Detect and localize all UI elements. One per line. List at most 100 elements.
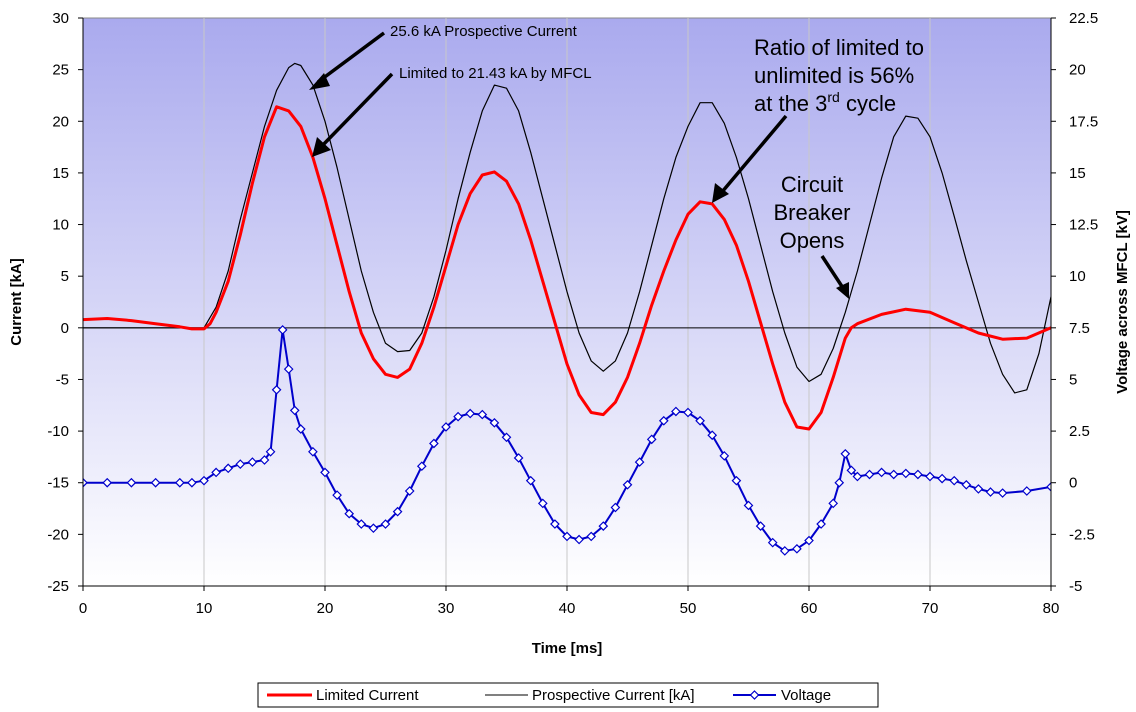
voltage-point-63: [840, 448, 851, 459]
voltage-point-62: [834, 477, 845, 488]
y-tick-label-7: 10: [52, 217, 69, 234]
voltage-point-3: [150, 477, 161, 488]
voltage-point-14: [277, 325, 288, 335]
voltage-point-24: [380, 519, 391, 529]
voltage-point-79: [1046, 482, 1051, 492]
voltage-point-46: [646, 434, 657, 445]
y2-tick-label-1: -2.5: [1069, 526, 1095, 543]
voltage-point-45: [634, 457, 645, 467]
voltage-point-64: [846, 465, 857, 476]
annotation-limited-text: Limited to 21.43 kA by MFCL: [399, 65, 592, 82]
voltage-point-19: [320, 467, 330, 478]
y2-tick-label-5: 7.5: [1069, 320, 1090, 337]
x-tick-labels: 0 10 20 30 40 50 60 70 80: [79, 600, 1060, 617]
voltage-point-2: [126, 477, 137, 488]
legend-label-prospective: Prospective Current [kA]: [532, 687, 695, 704]
y2-tick-label-0: -5: [1069, 578, 1082, 595]
voltage-point-9: [235, 459, 246, 469]
y2-tick-labels: -5 -2.5 0 2.5 5 7.5 10 12.5 15 17.5 20 22.5: [1069, 10, 1098, 595]
voltage-point-36: [525, 475, 536, 486]
legend: Limited Current Prospective Current [kA]…: [257, 682, 879, 708]
voltage-point-30: [453, 411, 463, 422]
voltage-point-78: [1021, 486, 1032, 496]
voltage-point-6: [199, 475, 209, 486]
y-tick-label-3: -10: [47, 423, 69, 440]
annotation-ratio-line1: Ratio of limited to: [754, 35, 924, 60]
x-tick-label-1: 10: [196, 600, 213, 617]
voltage-point-56: [767, 537, 778, 548]
y-tick-label-4: -5: [56, 371, 69, 388]
voltage-point-58: [792, 543, 802, 554]
y-tick-label-9: 20: [52, 113, 69, 130]
x-tick-label-2: 20: [317, 600, 334, 617]
annotation-ratio-line2: unlimited is 56%: [754, 63, 914, 88]
y2-tick-label-4: 5: [1069, 371, 1077, 388]
voltage-point-23: [368, 523, 379, 534]
voltage-point-12: [265, 446, 276, 457]
grid-lines: [203, 18, 931, 586]
annotation-limited-arrow: [318, 72, 394, 150]
annotation-limited: Limited to 21.43 kA by MFCL: [312, 65, 592, 157]
y2-tick-label-8: 15: [1069, 165, 1086, 182]
series-line-prospective: [83, 62, 1051, 394]
voltage-point-5: [187, 477, 197, 488]
voltage-point-55: [755, 521, 766, 531]
x-tick-label-0: 0: [79, 600, 87, 617]
annotation-breaker-arrow: [820, 255, 845, 289]
legend-swatch-voltage-marker: [749, 690, 760, 700]
x-axis-title: Time [ms]: [532, 640, 603, 657]
voltage-point-0: [83, 477, 88, 488]
annotation-ratio-prefix: at the 3: [754, 91, 827, 116]
annotation-breaker-line1: Circuit: [781, 172, 843, 197]
voltage-point-41: [586, 531, 597, 542]
y2-tick-label-6: 10: [1069, 268, 1086, 285]
voltage-point-53: [731, 475, 742, 486]
y-tick-label-11: 30: [52, 10, 69, 27]
voltage-point-76: [985, 487, 996, 497]
y-tick-label-8: 15: [52, 165, 69, 182]
voltage-point-75: [973, 484, 984, 494]
annotation-prospective: 25.6 kA Prospective Current: [309, 23, 578, 90]
annotation-ratio-line3: at the 3rd cycle: [754, 89, 896, 116]
voltage-point-57: [779, 546, 790, 556]
legend-label-voltage: Voltage: [781, 687, 831, 704]
annotation-breaker-line3: Opens: [780, 228, 845, 253]
voltage-point-60: [816, 519, 826, 529]
y2-tick-label-10: 20: [1069, 62, 1086, 79]
annotation-ratio-sup: rd: [827, 89, 839, 105]
voltage-point-72: [937, 473, 947, 484]
voltage-point-43: [610, 502, 621, 513]
voltage-point-29: [441, 422, 451, 432]
voltage-point-48: [671, 406, 681, 417]
voltage-point-66: [864, 469, 875, 480]
voltage-point-65: [852, 471, 863, 482]
legend-item-limited: Limited Current: [267, 687, 419, 704]
voltage-point-54: [743, 500, 754, 511]
annotation-breaker-arrowhead: [836, 282, 849, 299]
annotation-ratio-suffix: cycle: [840, 91, 896, 116]
voltage-point-16: [289, 405, 300, 416]
voltage-point-59: [804, 535, 814, 546]
series-layer: [83, 62, 1051, 556]
voltage-point-73: [949, 475, 960, 486]
voltage-point-13: [271, 384, 282, 395]
voltage-point-11: [259, 455, 270, 465]
voltage-point-61: [828, 498, 839, 509]
voltage-point-1: [102, 477, 113, 488]
voltage-point-47: [658, 415, 669, 426]
legend-item-voltage: Voltage: [733, 687, 831, 704]
y2-tick-label-9: 17.5: [1069, 113, 1098, 130]
y-tick-label-2: -15: [47, 475, 69, 492]
voltage-point-25: [392, 506, 403, 517]
voltage-point-32: [477, 409, 488, 420]
annotation-breaker-line2: Breaker: [773, 200, 850, 225]
voltage-point-69: [900, 468, 911, 479]
y-tick-labels: -25 -20 -15 -10 -5 0 5 10 15 20 25 30: [47, 10, 69, 595]
voltage-point-51: [707, 430, 718, 441]
x-tick-label-4: 40: [559, 600, 576, 617]
voltage-point-27: [416, 461, 427, 472]
x-tick-label-8: 80: [1043, 600, 1060, 617]
axes: [78, 17, 1056, 591]
voltage-point-20: [332, 490, 342, 500]
